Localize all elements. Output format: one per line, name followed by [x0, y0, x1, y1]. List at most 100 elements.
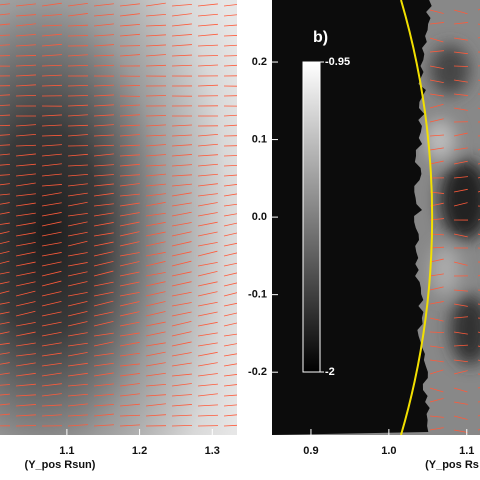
- vector: [41, 74, 62, 77]
- vector: [93, 270, 114, 277]
- vector: [119, 33, 140, 37]
- vector: [145, 201, 166, 207]
- vector: [223, 203, 237, 207]
- vector: [171, 260, 192, 267]
- x-tick-label: 0.9: [303, 445, 318, 457]
- vector: [67, 164, 88, 167]
- vector: [119, 241, 140, 247]
- vector: [429, 359, 444, 363]
- vector: [145, 164, 166, 167]
- vector: [0, 193, 10, 196]
- vector: [93, 300, 114, 307]
- vector: [41, 153, 62, 157]
- vector: [453, 147, 468, 151]
- vector: [0, 372, 10, 375]
- vector: [119, 311, 140, 317]
- vector: [197, 351, 218, 357]
- vector: [41, 393, 62, 397]
- vector: [223, 302, 237, 307]
- vector: [223, 322, 237, 327]
- vector: [223, 252, 237, 257]
- vector: [119, 252, 140, 257]
- vector: [93, 393, 114, 397]
- vector: [197, 33, 218, 37]
- vector: [453, 107, 468, 111]
- vector: [429, 118, 444, 123]
- vector: [223, 384, 237, 387]
- vector: [0, 124, 11, 127]
- vector: [15, 14, 36, 17]
- vector: [197, 55, 219, 57]
- vector: [93, 362, 114, 367]
- colorbar-label: -0.95: [325, 56, 350, 68]
- vector: [171, 144, 192, 147]
- vector: [119, 393, 140, 397]
- vector: [15, 232, 36, 237]
- vector: [15, 212, 36, 217]
- vector: [41, 261, 62, 267]
- vector: [15, 331, 36, 337]
- vector: [0, 94, 10, 96]
- vector: [197, 261, 218, 267]
- vector: [197, 84, 219, 87]
- vector: [67, 114, 88, 117]
- vector: [0, 114, 10, 116]
- vector: [93, 352, 114, 357]
- vector: [67, 383, 88, 387]
- vector: [67, 403, 88, 407]
- vector: [0, 202, 10, 205]
- vector: [453, 160, 468, 165]
- vector: [93, 372, 114, 377]
- vector: [223, 292, 237, 297]
- vector: [197, 414, 219, 417]
- vector: [93, 174, 114, 177]
- vector: [93, 104, 114, 107]
- vector: [223, 232, 237, 237]
- vector: [197, 183, 218, 187]
- vector: [93, 341, 114, 347]
- vector: [119, 124, 140, 127]
- vector: [93, 23, 114, 27]
- vector: [67, 393, 88, 397]
- vector: [93, 44, 114, 47]
- vector: [453, 79, 468, 83]
- vector: [145, 311, 166, 317]
- vector: [41, 291, 62, 297]
- vector: [429, 79, 444, 83]
- vector: [223, 282, 237, 287]
- vector: [197, 212, 218, 217]
- vector: [41, 231, 62, 237]
- vector: [93, 64, 115, 67]
- vector: [41, 13, 62, 17]
- vector: [197, 23, 218, 27]
- vector: [0, 241, 10, 245]
- vector: [119, 183, 140, 187]
- vector: [223, 193, 237, 197]
- vector: [223, 343, 237, 347]
- vector: [119, 13, 140, 17]
- vector: [93, 232, 114, 237]
- vector: [145, 403, 166, 407]
- vector: [67, 300, 88, 307]
- vector: [0, 222, 10, 225]
- vector: [0, 331, 10, 335]
- vector: [93, 192, 114, 197]
- vector: [67, 372, 88, 377]
- vector: [223, 363, 237, 367]
- vector: [223, 55, 237, 57]
- vector: [223, 262, 237, 267]
- vector: [223, 44, 237, 47]
- vector: [145, 34, 166, 37]
- vector: [15, 3, 36, 7]
- vector: [119, 221, 140, 227]
- vector: [0, 34, 10, 36]
- vector: [145, 383, 166, 387]
- vector: [41, 270, 62, 277]
- vector: [0, 271, 10, 275]
- vector: [67, 183, 88, 187]
- vector: [171, 311, 192, 317]
- vector: [171, 394, 192, 397]
- vector: [93, 222, 114, 227]
- vector: [429, 331, 445, 334]
